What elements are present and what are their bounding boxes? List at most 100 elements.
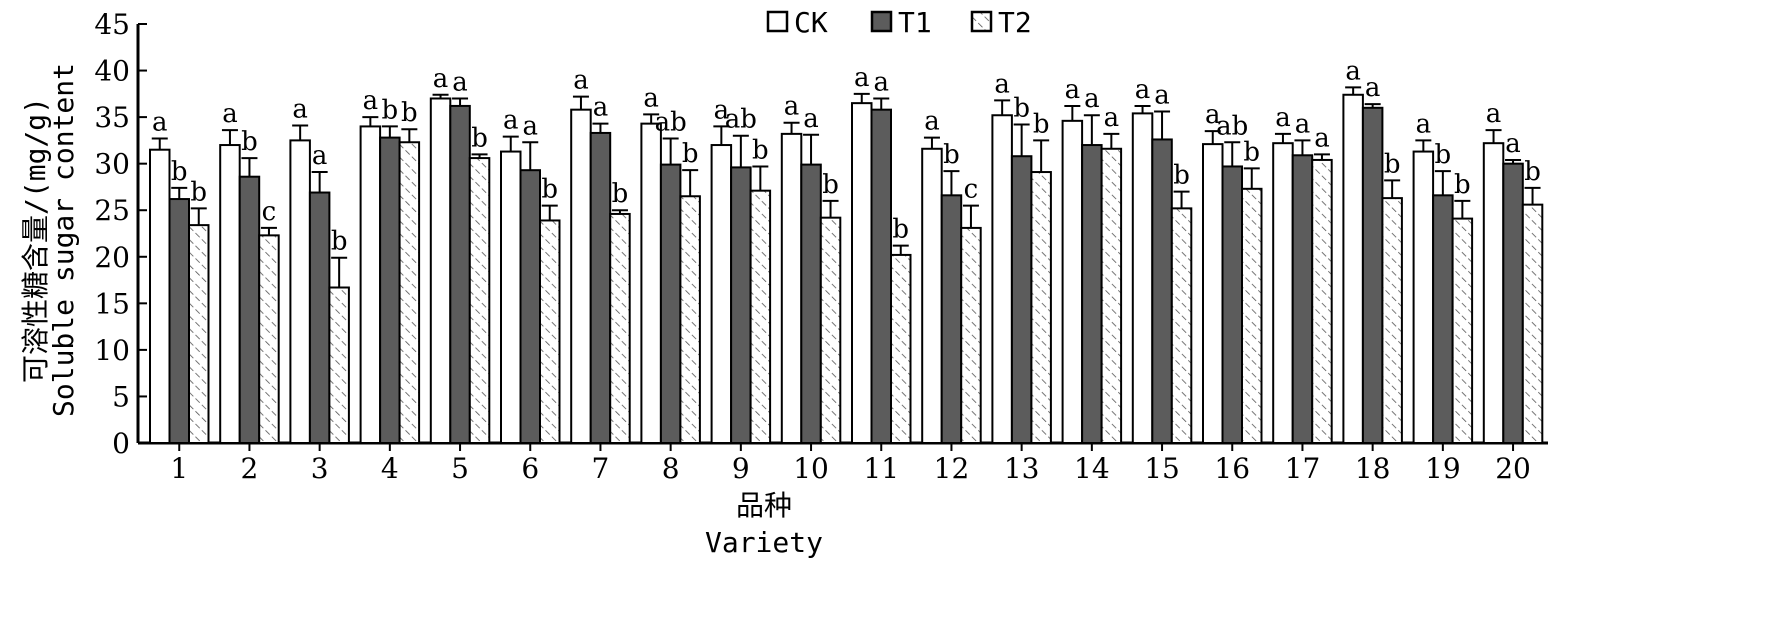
significance-label: a: [1205, 100, 1221, 130]
bar-ck: [1412, 150, 1435, 444]
y-tick-label: 5: [112, 380, 130, 413]
significance-label: a: [433, 64, 449, 94]
x-tick-label: 20: [1495, 452, 1531, 485]
bar-t1: [659, 163, 682, 444]
y-tick-label: 10: [94, 334, 130, 367]
bar-t1: [449, 104, 471, 444]
legend: CK T1 T2: [766, 6, 1032, 39]
bar-t2: [1100, 147, 1123, 444]
y-tick-label: 40: [94, 55, 130, 88]
legend-swatch-ck: [766, 10, 789, 33]
significance-label: b: [612, 179, 629, 209]
significance-label: a: [1295, 109, 1311, 139]
significance-label: b: [382, 95, 399, 125]
significance-label: a: [873, 67, 889, 97]
legend-label-t2: T2: [998, 6, 1032, 39]
bar-t1: [870, 108, 892, 444]
significance-label: a: [573, 66, 589, 96]
bar-t1: [730, 166, 752, 444]
significance-label: b: [943, 140, 960, 170]
significance-label: b: [682, 139, 699, 169]
bar-ck: [149, 148, 171, 444]
bar-t2: [1170, 207, 1193, 444]
significance-label: a: [522, 111, 538, 141]
x-tick-label: 6: [521, 452, 539, 485]
bar-ck: [780, 132, 803, 444]
bar-t2: [960, 226, 982, 444]
significance-label: a: [1154, 81, 1170, 111]
y-axis-title-en: Soluble sugar content: [47, 63, 80, 417]
bar-t2: [258, 234, 280, 444]
bar-t2: [188, 224, 210, 444]
significance-label: b: [401, 98, 418, 128]
significance-label: a: [924, 107, 940, 137]
bar-t2: [1030, 171, 1052, 444]
bar-t2: [1241, 187, 1263, 444]
bar-ck: [1131, 112, 1154, 445]
x-tick-label: 19: [1425, 452, 1461, 485]
significance-label: a: [994, 69, 1010, 99]
significance-label: b: [1243, 137, 1260, 167]
significance-label: a: [312, 141, 328, 171]
x-tick-label: 16: [1214, 452, 1250, 485]
significance-label: a: [714, 95, 730, 125]
significance-label: ab: [725, 105, 757, 135]
significance-label: a: [854, 63, 870, 93]
y-tick-label: 20: [94, 241, 130, 274]
significance-label: a: [1275, 103, 1291, 133]
significance-label: a: [292, 94, 308, 124]
x-tick-label: 13: [1004, 452, 1040, 485]
bar-t1: [238, 175, 261, 445]
significance-label: b: [752, 135, 769, 165]
significance-label: b: [471, 123, 488, 153]
y-tick-label: 0: [112, 427, 130, 460]
significance-label: a: [1104, 103, 1120, 133]
y-tick-label: 30: [94, 148, 130, 181]
bar-t1: [1361, 106, 1384, 445]
significance-label: b: [1435, 140, 1452, 170]
bar-ck: [1202, 143, 1224, 444]
bar-t2: [749, 189, 772, 444]
x-axis-title-cn: 品种: [736, 489, 792, 522]
x-tick-label: 7: [592, 452, 610, 485]
y-tick-label: 25: [94, 194, 130, 227]
bar-t1: [1221, 165, 1243, 445]
y-tick-label: 45: [94, 8, 130, 41]
bar-t2: [1311, 158, 1333, 444]
bar-ck: [1342, 93, 1364, 445]
significance-label: b: [331, 227, 348, 257]
x-axis-title-en: Variety: [705, 526, 823, 559]
x-tick-label: 3: [311, 452, 329, 485]
bar-t2: [1381, 197, 1403, 444]
significance-label: c: [964, 175, 979, 205]
bar-ck: [640, 122, 662, 445]
significance-label: b: [1384, 149, 1401, 179]
bar-ck: [570, 108, 592, 444]
bar-t1: [1291, 154, 1314, 445]
significance-label: a: [1505, 129, 1521, 159]
x-tick-label: 10: [793, 452, 829, 485]
significance-label: a: [593, 93, 609, 123]
bar-ck: [1272, 142, 1294, 444]
bar-t1: [1151, 138, 1173, 445]
bar-ck: [921, 147, 943, 444]
bar-ck: [219, 144, 241, 445]
bar-ck: [289, 139, 311, 444]
bar-t2: [1451, 217, 1474, 444]
x-tick-label: 12: [934, 452, 970, 485]
significance-label: a: [643, 83, 659, 113]
significance-label: a: [152, 108, 168, 138]
significance-label: b: [1033, 109, 1050, 139]
significance-label: b: [1013, 94, 1030, 124]
significance-label: a: [1486, 99, 1502, 129]
significance-label: c: [262, 197, 277, 227]
significance-label: b: [171, 157, 188, 187]
bar-ck: [500, 150, 522, 444]
bar-t2: [1521, 203, 1544, 444]
significance-label: b: [1524, 157, 1541, 187]
x-tick-label: 2: [241, 452, 259, 485]
bar-ck: [991, 114, 1013, 444]
x-tick-label: 11: [863, 452, 899, 485]
